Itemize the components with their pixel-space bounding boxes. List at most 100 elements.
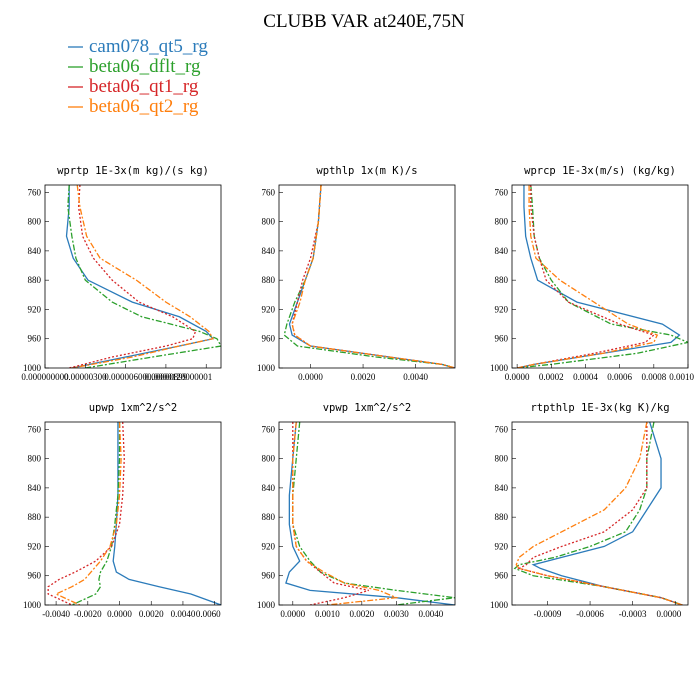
y-tick-label: 840 [28,246,42,256]
series-line [292,422,369,605]
series-line [69,185,197,368]
y-tick-label: 880 [28,275,42,285]
y-tick-label: 760 [28,424,42,434]
series-line [288,185,455,368]
panel-title: vpwp 1xm^2/s^2 [323,402,412,414]
plot-frame [44,184,222,369]
series-line [291,185,455,368]
x-tick-label: 0.0008 [641,372,666,382]
y-tick-label: 960 [262,571,276,581]
chart-panel: wprcp 1E-3x(m/s) (kg/kg) 760 800 840 880 920 9… [490,165,695,382]
y-tick-label: 960 [495,571,509,581]
series-line [285,422,455,605]
x-tick-label: 0.0000 [107,609,132,619]
x-tick-label: -0.0006 [576,609,604,619]
y-tick-label: 920 [28,541,42,551]
y-tick-label: 960 [28,571,42,581]
y-tick-label: 800 [262,454,276,464]
x-tick-label: 0.0000 [280,609,305,619]
panel-title: wpthlp 1x(m K)/s [316,165,417,177]
y-tick-label: 800 [28,454,42,464]
y-tick-label: 760 [28,187,42,197]
x-tick-label: 0.0000120000001 [147,372,212,382]
y-tick-label: 880 [495,512,509,522]
y-tick-label: 920 [262,304,276,314]
y-tick-label: 800 [28,217,42,227]
y-tick-label: 1000 [490,363,509,373]
y-tick-label: 1000 [257,600,276,610]
series-line [516,185,656,368]
y-tick-label: 840 [262,246,276,256]
y-tick-label: 840 [495,246,509,256]
plot-frame [278,421,456,606]
x-tick-label: 0.0002 [539,372,564,382]
series-line [112,422,221,605]
x-tick-label: 0.0020 [349,609,374,619]
x-tick-label: 0.0010 [315,609,340,619]
y-tick-label: 800 [262,217,276,227]
plot-frame [44,421,222,606]
y-tick-label: 760 [262,187,276,197]
y-tick-label: 920 [262,541,276,551]
series-line [516,185,659,368]
x-tick-label: 0.00000600 [104,372,147,382]
y-tick-label: 760 [495,187,509,197]
chart-panel: upwp 1xm^2/s^27608008408809209601000-0.0… [23,402,222,619]
x-tick-label: 0.0060 [196,609,221,619]
y-tick-label: 880 [495,275,509,285]
series-line [71,422,121,605]
series-line [65,185,215,368]
x-tick-label: -0.0040 [42,609,70,619]
series-line [513,422,683,605]
x-tick-label: 0.0020 [139,609,164,619]
y-tick-label: 960 [28,334,42,344]
series-line [67,185,221,368]
y-tick-label: 920 [495,541,509,551]
y-tick-label: 880 [262,512,276,522]
chart-panel: wprtp 1E-3x(m kg)/(s kg) 760 800 840 880 920 9… [21,165,222,382]
x-tick-label: -0.0009 [534,609,562,619]
y-tick-label: 1000 [257,363,276,373]
legend-label: beta06_qt1_rg [89,76,199,97]
legend-label: cam078_qt5_rg [89,36,208,57]
y-tick-label: 920 [28,304,42,314]
y-tick-label: 920 [495,304,509,314]
x-tick-label: 0.0040 [403,372,428,382]
legend-label: beta06_dflt_rg [89,56,201,77]
series-line [47,422,125,605]
legend-label: beta06_qt2_rg [89,96,199,117]
plot-frame [278,184,456,369]
y-tick-label: 800 [495,217,509,227]
x-tick-label: 0.0000 [656,609,681,619]
x-tick-label: 0.0020 [351,372,376,382]
series-line [292,422,399,605]
x-tick-label: 0.0010 [669,372,694,382]
y-tick-label: 960 [262,334,276,344]
chart-panel: vpwp 1xm^2/s^2 760 800 840 880 920 960 1000 0.00… [257,402,456,619]
y-tick-label: 760 [262,424,276,434]
x-tick-label: 0.0040 [171,609,196,619]
y-tick-label: 1000 [490,600,509,610]
panel-title: wprtp 1E-3x(m kg)/(s kg) [57,165,209,177]
series-line [515,422,683,605]
panel-title: wprcp 1E-3x(m/s) (kg/kg) [524,165,676,177]
y-tick-label: 800 [495,454,509,464]
plot-frame [511,184,689,369]
y-tick-label: 840 [495,483,509,493]
x-tick-label: -0.0003 [619,609,647,619]
chart-panel: wpthlp 1x(m K)/s 760 800 840 880 920 960 1000 0.… [257,165,456,382]
x-tick-label: 0.0040 [418,609,443,619]
x-tick-label: 0.0000 [298,372,323,382]
panel-title: upwp 1xm^2/s^2 [89,402,178,414]
series-line [292,422,455,605]
legend: cam078_qt5_rgbeta06_dflt_rgbeta06_qt1_rg… [68,36,208,117]
x-tick-label: 0.00000899 [145,372,188,382]
y-tick-label: 960 [495,334,509,344]
chart-panel: rtpthlp 1E-3x(kg K)/kg 760 800 840 880 920 960… [490,402,689,619]
series-line [291,185,455,368]
plot-frame [511,421,689,606]
x-tick-label: 0.0004 [573,372,598,382]
x-tick-label: 0.0030 [384,609,409,619]
panel-title: rtpthlp 1E-3x(kg K)/kg [530,402,669,414]
x-tick-label: 0.0000 [505,372,530,382]
